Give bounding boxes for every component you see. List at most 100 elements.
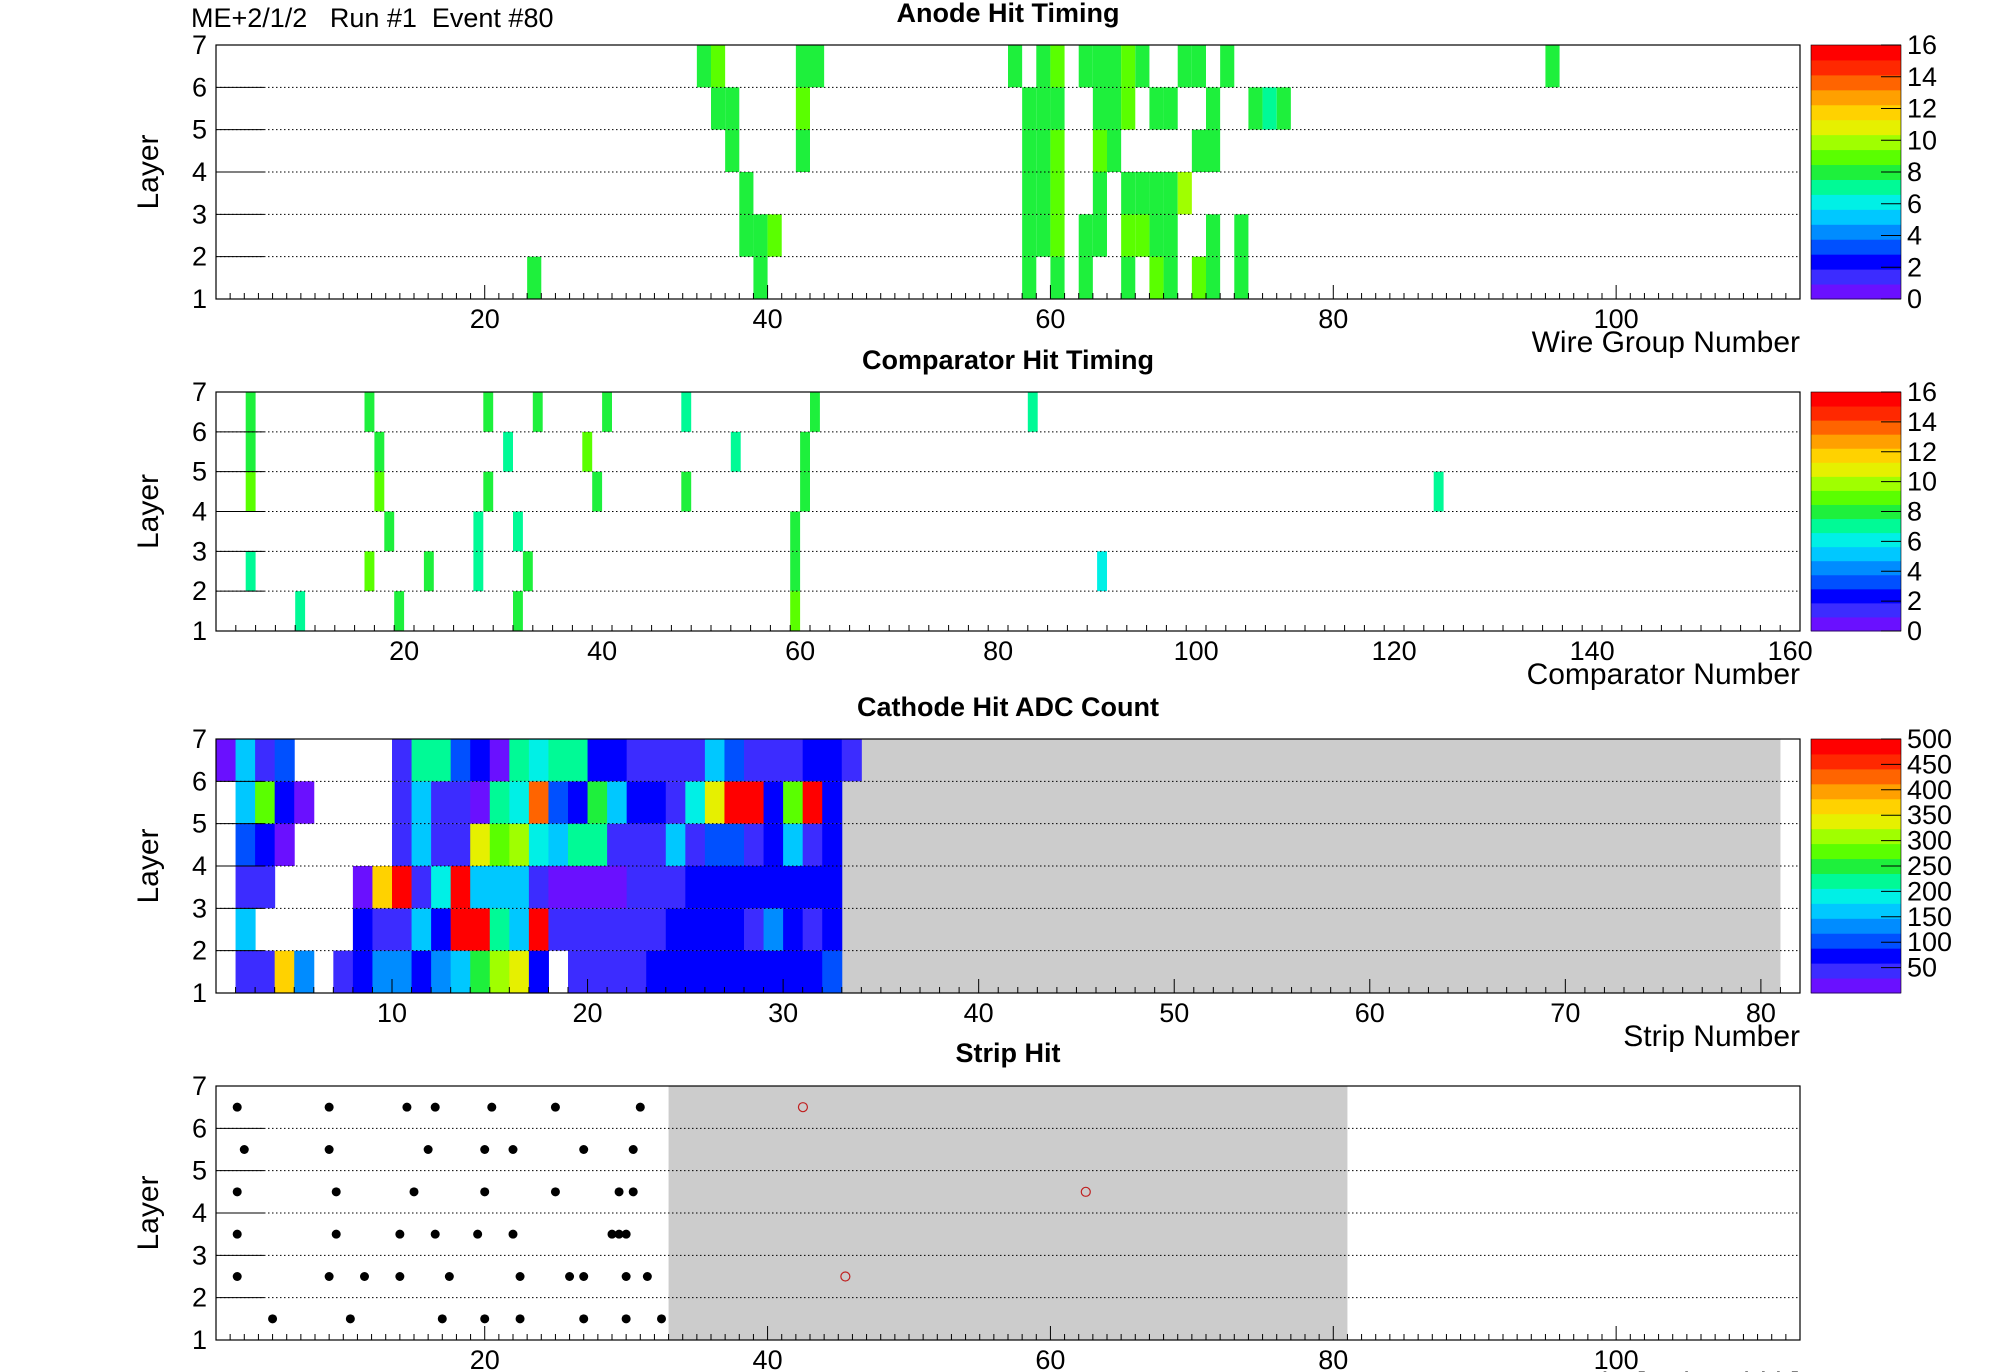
heat-cell — [1248, 87, 1263, 130]
heat-cell — [646, 950, 667, 993]
colorbar-bin — [1811, 476, 1901, 491]
strip-hit-open-point — [1080, 1186, 1091, 1197]
heat-cell — [1191, 45, 1206, 88]
heat-cell — [431, 739, 452, 782]
colorbar-bin — [1811, 768, 1901, 785]
strip-hit-point — [360, 1272, 369, 1281]
heat-cell — [489, 866, 510, 909]
heat-cell — [352, 950, 373, 993]
y-axis-label: Layer — [132, 474, 165, 549]
heat-cell — [790, 511, 801, 552]
heat-cell — [352, 908, 373, 951]
x-tick-label: 60 — [1355, 998, 1385, 1028]
heat-cell — [795, 87, 810, 130]
colorbar-bin — [1811, 462, 1901, 477]
heat-cell — [274, 950, 295, 993]
heat-cell — [216, 739, 237, 782]
heat-cell — [1149, 214, 1164, 257]
strip-hit-point — [345, 1314, 355, 1324]
heat-cell — [374, 471, 385, 512]
heat-cell — [810, 392, 820, 432]
heat-cell — [685, 823, 706, 866]
strip-hit-open-point — [840, 1271, 851, 1282]
heat-cell — [587, 950, 608, 993]
colorbar-bin — [1811, 588, 1901, 604]
colorbar-bin — [1811, 978, 1901, 994]
strip-hit-point — [395, 1229, 405, 1239]
heat-cell — [255, 866, 276, 909]
heat-cell — [763, 866, 784, 909]
heat-cell — [503, 431, 513, 472]
heat-cell — [235, 739, 256, 782]
heat-cell — [810, 45, 825, 88]
heat-cell — [568, 739, 589, 782]
heat-cell — [274, 823, 295, 866]
heat-cell — [602, 392, 612, 432]
heat-cell — [704, 908, 725, 951]
colorbar-tick-label: 12 — [1907, 94, 1937, 124]
heat-cell — [528, 781, 549, 824]
heat-cell — [294, 950, 315, 993]
heat-cell — [1191, 129, 1206, 172]
strip-hit-point — [628, 1187, 638, 1197]
strip-hit-point — [550, 1102, 560, 1112]
heat-cell — [1022, 256, 1037, 299]
colorbar-bin — [1811, 420, 1901, 435]
heat-cell — [763, 739, 784, 782]
heat-cell — [528, 908, 549, 951]
heat-cell — [1036, 45, 1051, 88]
heat-cell — [489, 908, 510, 951]
heat-cell — [1234, 256, 1249, 299]
heat-cell — [1433, 471, 1444, 512]
colorbar-bin — [1811, 490, 1901, 505]
x-tick-label: 20 — [470, 304, 500, 334]
heat-cell — [1027, 392, 1038, 432]
y-tick-label: 4 — [192, 1198, 207, 1228]
colorbar-tick-label: 4 — [1907, 556, 1922, 586]
heat-cell — [1545, 45, 1560, 88]
heat-cell — [626, 908, 647, 951]
colorbar-bin — [1811, 448, 1901, 463]
heat-cell — [473, 511, 484, 552]
heat-cell — [724, 908, 745, 951]
x-axis-label: Wire Group Number — [1532, 326, 1800, 359]
colorbar-bin — [1811, 783, 1901, 800]
colorbar-bin — [1811, 209, 1901, 225]
heat-cell — [1107, 45, 1122, 88]
colorbar-tick-label: 50 — [1907, 953, 1937, 983]
heat-cell — [255, 950, 276, 993]
heat-cell — [744, 950, 765, 993]
heat-cell — [411, 823, 432, 866]
heat-cell — [431, 908, 452, 951]
heat-cell — [783, 866, 804, 909]
colorbar-tick-label: 300 — [1907, 826, 1952, 856]
heat-cell — [509, 739, 530, 782]
heat-cell — [607, 908, 628, 951]
heat-cell — [473, 551, 484, 592]
heat-cell — [800, 471, 810, 512]
heat-cell — [665, 950, 686, 993]
heat-cell — [489, 781, 510, 824]
x-tick-label: 160 — [1768, 636, 1813, 666]
heat-cell — [568, 908, 589, 951]
heat-cell — [1135, 45, 1150, 88]
colorbar-bin — [1811, 813, 1901, 830]
heat-cell — [522, 551, 533, 592]
heat-cell — [744, 866, 765, 909]
strip-hit-point — [579, 1314, 589, 1324]
heat-cell — [1050, 87, 1065, 130]
colorbar-bin — [1811, 888, 1901, 904]
strip-hit-point — [324, 1102, 334, 1112]
y-tick-label: 5 — [192, 457, 207, 487]
colorbar-tick-label: 12 — [1907, 437, 1937, 467]
heat-cell — [1121, 256, 1136, 299]
strip-hit-point — [423, 1145, 433, 1154]
heat-cell — [255, 781, 276, 824]
heat-cell — [1050, 256, 1065, 299]
heat-cell — [587, 781, 608, 824]
strip-hit-point — [232, 1272, 242, 1281]
strip-hit-point — [239, 1145, 249, 1154]
heat-cell — [1097, 551, 1107, 592]
x-tick-label: 20 — [573, 998, 603, 1028]
